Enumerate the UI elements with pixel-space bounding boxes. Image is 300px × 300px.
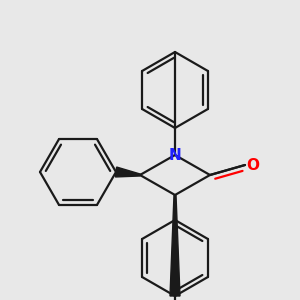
Polygon shape (170, 195, 180, 296)
Text: N: N (169, 148, 182, 163)
Polygon shape (116, 167, 140, 177)
Text: O: O (247, 158, 260, 172)
